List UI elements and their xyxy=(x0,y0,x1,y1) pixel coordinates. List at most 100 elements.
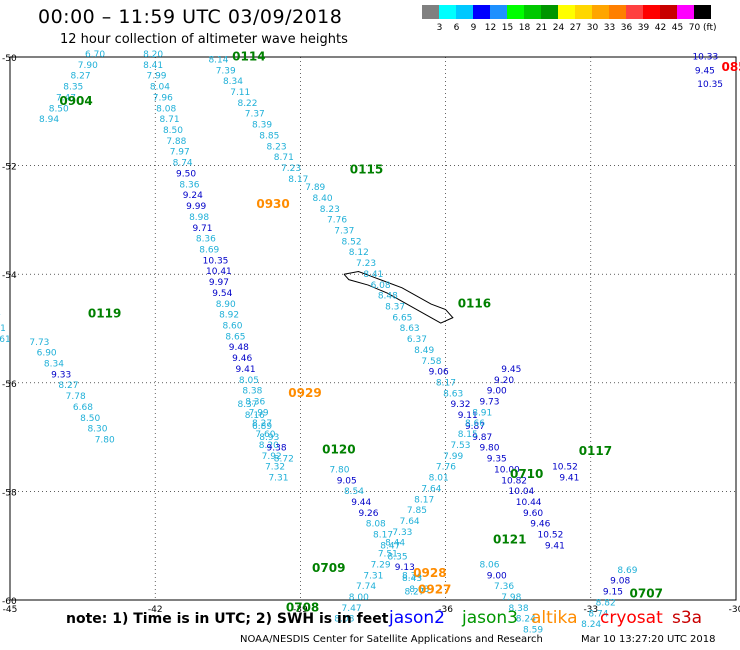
swh-value: 8.05 xyxy=(239,376,259,386)
swh-value: 8.23 xyxy=(267,142,287,152)
swh-value: 6.08 xyxy=(371,281,391,291)
swh-value: 7.90 xyxy=(78,61,98,71)
swh-value: 9.54 xyxy=(212,289,232,299)
swh-value: 8.27 xyxy=(71,72,91,82)
scale-label: 33 xyxy=(603,23,616,33)
scale-swatch xyxy=(626,5,643,19)
lon-tick-label: -39 xyxy=(293,605,308,615)
swh-value: 7.74 xyxy=(356,582,376,592)
swh-value: 8.71 xyxy=(274,153,294,163)
swh-value: 9.33 xyxy=(51,370,71,380)
swh-value: 10.35 xyxy=(203,256,229,266)
swh-value: 10.04 xyxy=(509,487,535,497)
swh-value: 7.64 xyxy=(400,517,420,527)
swh-value: 7.99 xyxy=(443,452,463,462)
swh-value: 8.37 xyxy=(237,400,257,410)
swh-value: 8.27 xyxy=(252,419,272,429)
lon-tick-label: -30 xyxy=(729,605,740,615)
map-title: 00:00 – 11:59 UTC 03/09/2018 xyxy=(38,6,343,28)
lon-tick-label: -33 xyxy=(583,605,598,615)
lat-tick-label: -56 xyxy=(2,380,17,390)
swh-value: 7.99 xyxy=(249,408,269,418)
swh-value: 8.00 xyxy=(349,593,369,603)
swh-value: 7.60 xyxy=(255,430,275,440)
swh-value: 8.38 xyxy=(242,387,262,397)
pass-time-label: 0708 xyxy=(286,600,319,614)
swh-value: 8.20 xyxy=(143,50,163,60)
swh-value: 8.27 xyxy=(58,381,78,391)
swh-value: 8.90 xyxy=(216,300,236,310)
pass-time-label: 0927 xyxy=(418,582,451,596)
swh-value: 8.66 xyxy=(465,419,485,429)
swh-value: 7.85 xyxy=(407,506,427,516)
swh-value: 7.23 xyxy=(281,164,301,174)
swh-value: 8.52 xyxy=(342,237,362,247)
swh-value: 8.08 xyxy=(366,520,386,530)
scale-label: 39 xyxy=(637,23,650,33)
scale-label: 3 xyxy=(436,23,443,33)
swh-value: 8.43 xyxy=(402,574,422,584)
pass-time-label: 0117 xyxy=(579,444,612,458)
swh-value: 8.50 xyxy=(49,104,69,114)
swh-value: 10.44 xyxy=(516,498,542,508)
swh-value: 6.68 xyxy=(73,403,93,413)
swh-value: 7.80 xyxy=(329,465,349,475)
swh-value: 8.98 xyxy=(189,213,209,223)
swh-value: 7.47 xyxy=(342,604,362,614)
scale-unit: (ft) xyxy=(703,23,717,33)
swh-value: 7.96 xyxy=(153,93,173,103)
lon-tick-label: -36 xyxy=(438,605,453,615)
map-subtitle: 12 hour collection of altimeter wave hei… xyxy=(60,32,348,47)
swh-value: 9.38 xyxy=(267,444,287,454)
pass-time-label: 0929 xyxy=(288,386,321,400)
swh-value: 8.06 xyxy=(479,560,499,570)
swh-value: 7.76 xyxy=(327,216,347,226)
swh-value: 8.27 xyxy=(404,588,424,598)
swh-value: 8.93 xyxy=(259,433,279,443)
swh-value: 7.37 xyxy=(334,226,354,236)
swh-value: 9.00 xyxy=(487,387,507,397)
swh-value: 8.91 xyxy=(472,408,492,418)
swh-value: 8.36 xyxy=(245,398,265,408)
swh-value: 7.61 xyxy=(0,335,11,345)
pass-time-label: 0930 xyxy=(256,197,289,211)
pass-time-label: 0710 xyxy=(510,467,543,481)
swh-value: 8.47 xyxy=(380,541,400,551)
scale-swatch xyxy=(473,5,490,19)
swh-value: 10.35 xyxy=(697,80,723,90)
swh-value: 7.32 xyxy=(265,463,285,473)
swh-value: 7.73 xyxy=(29,338,49,348)
swh-value: 9.41 xyxy=(545,541,565,551)
swh-value: 5.97 xyxy=(0,313,1,323)
swh-value: 7.76 xyxy=(436,463,456,473)
swh-value: 10.52 xyxy=(538,531,564,541)
swh-value: 8.41 xyxy=(143,61,163,71)
scale-swatch xyxy=(456,5,473,19)
swh-value: 10.82 xyxy=(501,476,527,486)
swh-value: 8.39 xyxy=(252,121,272,131)
swh-value: 7.39 xyxy=(216,66,236,76)
scale-label: 30 xyxy=(586,23,599,33)
swh-value: 8.35 xyxy=(388,552,408,562)
swh-value: 8.71 xyxy=(160,115,180,125)
swh-value: 8.94 xyxy=(39,115,59,125)
lat-tick-label: -58 xyxy=(2,488,17,498)
swh-value: 7.31 xyxy=(363,571,383,581)
swh-value: 8.50 xyxy=(163,126,183,136)
swh-value: 8.24 xyxy=(581,620,601,630)
pass-time-label: 0904 xyxy=(59,94,92,108)
swh-value: 8.41 xyxy=(363,270,383,280)
swh-value: 7.89 xyxy=(305,183,325,193)
satellite-s3a: s3a xyxy=(672,608,703,628)
swh-value: 6.90 xyxy=(37,349,57,359)
swh-value: 8.69 xyxy=(617,566,637,576)
swh-value: 9.48 xyxy=(229,343,249,353)
swh-value: 8.17 xyxy=(414,495,434,505)
scale-swatch xyxy=(439,5,456,19)
scale-label: 70 xyxy=(688,23,701,33)
swh-value: 7.98 xyxy=(501,593,521,603)
swh-value: 8.38 xyxy=(509,604,529,614)
satellite-jason3: jason3 xyxy=(462,608,518,628)
swh-value: 7.64 xyxy=(421,484,441,494)
